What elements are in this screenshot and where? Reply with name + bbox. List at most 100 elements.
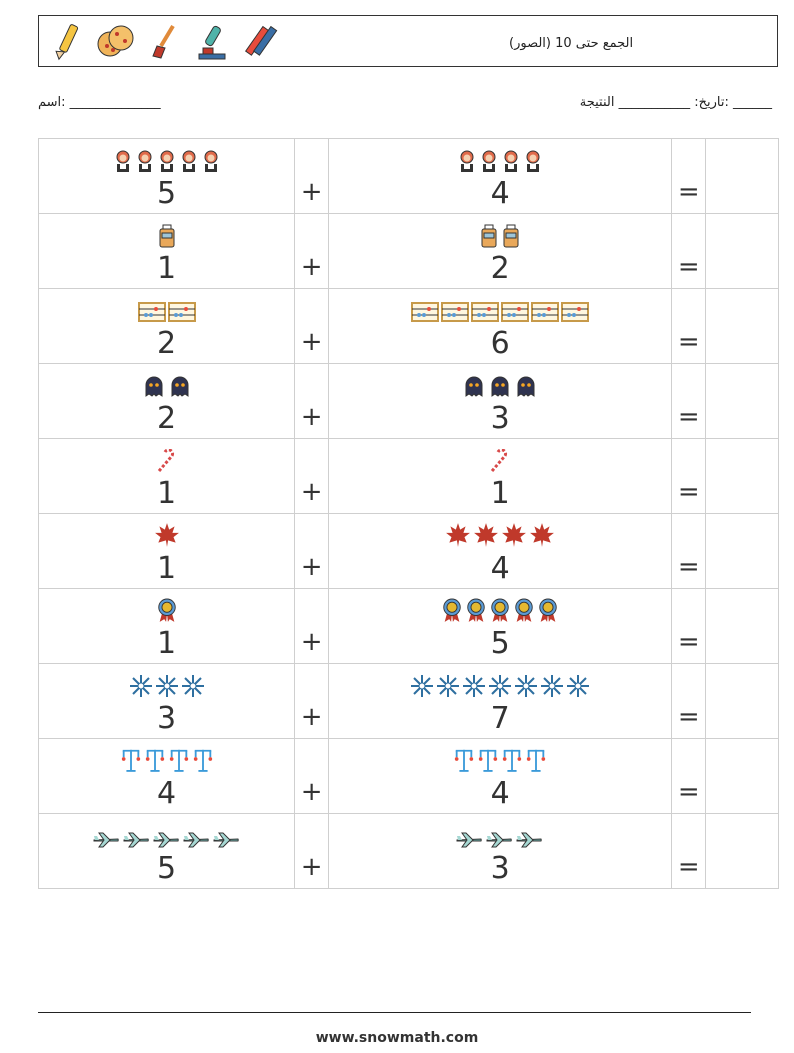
picture-group [39, 441, 294, 477]
plus-sign: + [300, 327, 323, 357]
equals-sign: = [677, 402, 700, 432]
plus-sign-cell: + [294, 813, 330, 889]
picture-group [39, 816, 294, 852]
table-row: 2 +3 = [37, 363, 779, 439]
airplane-icon [183, 832, 211, 852]
picture-group [329, 291, 671, 327]
date-result-field[interactable]: ______ :تاريخ: ___________ النتيجة [579, 95, 772, 110]
abacus-icon [561, 301, 590, 327]
picture-group [39, 366, 294, 402]
first-addend-number: 1 [156, 251, 177, 286]
answer-box[interactable] [705, 288, 779, 364]
equals-sign: = [677, 777, 700, 807]
first-addend: 1 [37, 213, 296, 289]
equals-sign: = [677, 627, 700, 657]
answer-box[interactable] [705, 738, 779, 814]
snowflake-icon [514, 674, 538, 702]
candy-cane-icon [488, 448, 512, 477]
table-row: 3 +7 = [37, 663, 779, 739]
plus-sign: + [300, 552, 323, 582]
picture-group [39, 591, 294, 627]
streetlamp-icon [168, 745, 190, 777]
snowflake-icon [462, 674, 486, 702]
woman-icon [135, 149, 155, 177]
answer-box[interactable] [705, 813, 779, 889]
first-addend-number: 3 [156, 701, 177, 736]
medal-icon [465, 597, 487, 627]
abacus-icon [411, 301, 440, 327]
second-addend: 4 [328, 738, 673, 814]
footer-url[interactable]: www.snowmath.com [315, 1030, 479, 1046]
second-addend-number: 4 [490, 176, 510, 211]
equals-sign-cell: = [671, 663, 707, 739]
streetlamp-icon [501, 745, 523, 777]
suitcase-icon [157, 224, 177, 252]
second-addend-number: 3 [490, 851, 510, 886]
equals-sign-cell: = [671, 213, 707, 289]
streetlamp-icon [120, 745, 142, 777]
airplane-icon [153, 832, 181, 852]
woman-icon [501, 149, 521, 177]
plus-sign: + [300, 852, 323, 882]
second-addend: 2 [328, 213, 673, 289]
answer-box[interactable] [705, 663, 779, 739]
woman-icon [457, 149, 477, 177]
answer-box[interactable] [705, 438, 779, 514]
answer-box[interactable] [705, 513, 779, 589]
equals-sign: = [677, 852, 700, 882]
snowflake-icon [566, 674, 590, 702]
picture-group [329, 816, 671, 852]
maple-leaf-icon [501, 522, 527, 552]
first-addend: 2 [37, 363, 296, 439]
table-row: 1 +1 = [37, 438, 779, 514]
picture-group [329, 141, 671, 177]
snowflake-icon [155, 674, 179, 702]
plus-sign-cell: + [294, 588, 330, 664]
candy-cane-icon [155, 448, 179, 477]
suitcase-icon [479, 224, 499, 252]
second-addend: 5 [328, 588, 673, 664]
snowflake-icon [488, 674, 512, 702]
second-addend-number: 7 [490, 701, 510, 736]
second-addend-number: 2 [490, 251, 510, 286]
streetlamp-icon [192, 745, 214, 777]
suitcase-icon [501, 224, 521, 252]
equals-sign-cell: = [671, 363, 707, 439]
addition-rows: 5 +4 = 1 +2 = 2 +6 = 2 +3 = 1 +1 = 1 +4 = 1 +5 = 3 +7 = 4 +4 = 5 +3 = [37, 138, 779, 889]
plus-sign-cell: + [294, 438, 330, 514]
airplane-icon [93, 832, 121, 852]
header-icons [47, 22, 279, 62]
pencil-icon [47, 22, 87, 62]
cookie-icon [95, 22, 135, 62]
answer-box[interactable] [705, 138, 779, 214]
equals-sign: = [677, 552, 700, 582]
first-addend: 4 [37, 738, 296, 814]
maple-leaf-icon [154, 522, 180, 552]
medal-icon [537, 597, 559, 627]
first-addend: 1 [37, 588, 296, 664]
answer-box[interactable] [705, 363, 779, 439]
snowflake-icon [410, 674, 434, 702]
name-field[interactable]: اسم: ______________ [38, 95, 161, 110]
answer-box[interactable] [705, 213, 779, 289]
streetlamp-icon [477, 745, 499, 777]
first-addend-number: 2 [156, 326, 177, 361]
second-addend: 6 [328, 288, 673, 364]
first-addend-number: 1 [156, 551, 177, 586]
second-addend-number: 4 [490, 776, 510, 811]
streetlamp-icon [453, 745, 475, 777]
picture-group [329, 591, 671, 627]
answer-box[interactable] [705, 588, 779, 664]
second-addend: 1 [328, 438, 673, 514]
airplane-icon [516, 832, 544, 852]
equals-sign-cell: = [671, 438, 707, 514]
airplane-icon [456, 832, 484, 852]
woman-icon [179, 149, 199, 177]
crayons-icon [239, 22, 279, 62]
first-addend-number: 5 [156, 176, 177, 211]
plus-sign: + [300, 627, 323, 657]
second-addend: 7 [328, 663, 673, 739]
first-addend-number: 1 [156, 476, 177, 511]
plus-sign-cell: + [294, 213, 330, 289]
picture-group [329, 741, 671, 777]
